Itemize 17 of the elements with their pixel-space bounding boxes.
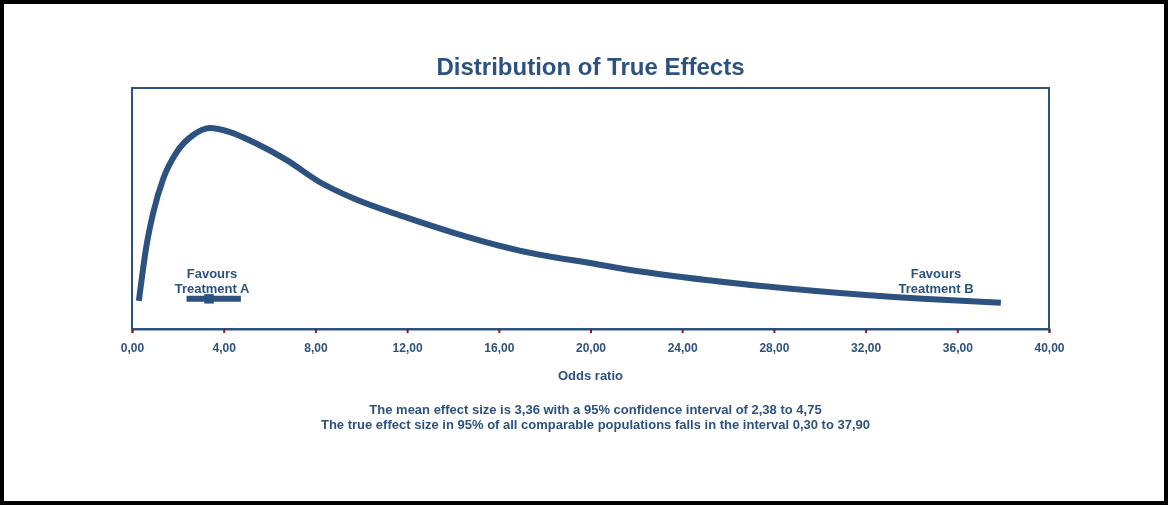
x-tick-label: 32,00 bbox=[851, 340, 882, 355]
text: The mean effect size is 3,36 with a 95% confidence interval of 2,38 to 4,75 bbox=[369, 402, 822, 417]
annotation: Favours Treatment B bbox=[898, 266, 974, 296]
x-axis-title: Odds ratio bbox=[557, 368, 624, 383]
annotation: Favours Treatment A bbox=[174, 266, 250, 296]
x-tick-label: 0,00 bbox=[120, 340, 145, 355]
x-tick-label: 36,00 bbox=[942, 340, 974, 355]
x-tick-label: 12,00 bbox=[392, 340, 423, 355]
x-tick-label: 20,00 bbox=[575, 340, 607, 355]
x-tick-label: 24,00 bbox=[667, 340, 699, 355]
x-tick-label: 16,00 bbox=[484, 340, 515, 355]
chart-title: Distribution of True Effects bbox=[436, 53, 745, 80]
x-tick-label: 8,00 bbox=[304, 340, 328, 355]
x-tick-label: 28,00 bbox=[759, 340, 790, 355]
x-tick-label: 4,00 bbox=[212, 340, 237, 355]
x-tick-label: 40,00 bbox=[1034, 340, 1065, 355]
text: The true effect size in 95% of all comparable populations falls in the interval 0,30 to 37,90 bbox=[320, 417, 871, 432]
